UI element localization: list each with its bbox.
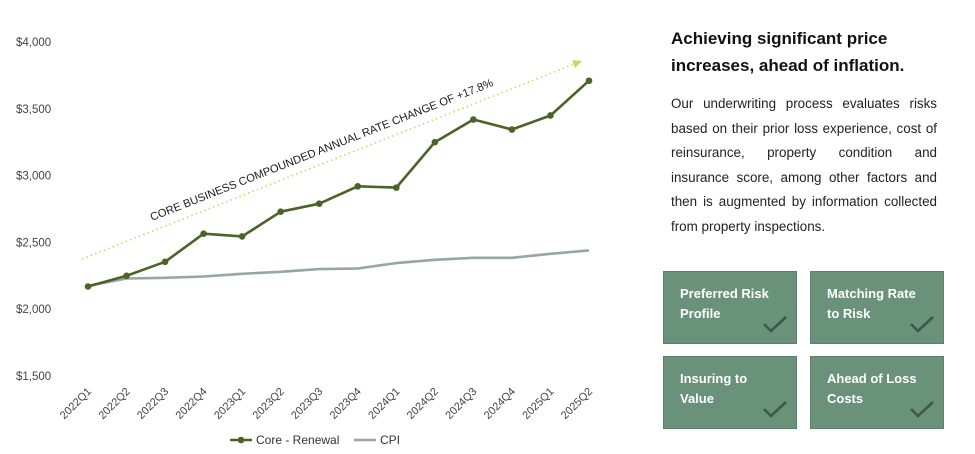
y-tick-label: $2,500 bbox=[16, 237, 51, 249]
x-tick-label: 2024Q3 bbox=[443, 386, 479, 422]
tile-ahead-of-loss-costs: Ahead of Loss Costs bbox=[810, 356, 944, 429]
legend-label: Core - Renewal bbox=[256, 433, 339, 447]
legend-marker bbox=[237, 436, 245, 444]
x-tick-label: 2022Q4 bbox=[174, 386, 210, 422]
tile-insuring-to-value: Insuring to Value bbox=[663, 356, 797, 429]
data-point bbox=[277, 208, 284, 215]
checkmark-icon bbox=[763, 401, 787, 418]
data-point bbox=[238, 233, 246, 240]
checkmark-icon bbox=[910, 316, 934, 333]
tile-label: Preferred Risk Profile bbox=[680, 286, 769, 321]
y-tick-label: $1,500 bbox=[16, 371, 51, 383]
x-tick-label: 2022Q3 bbox=[135, 386, 171, 422]
chart-panel: $1,500 $2,000 $2,500 $3,000 $3,500 $4,000 2022… bbox=[16, 37, 596, 447]
x-tick-label: 2023Q1 bbox=[212, 386, 248, 422]
x-tick-label: 2024Q1 bbox=[366, 386, 402, 422]
headline: Achieving significant price increases, a… bbox=[671, 29, 905, 75]
data-point bbox=[123, 272, 130, 280]
y-tick-label: $3,500 bbox=[16, 104, 51, 116]
x-tick-label: 2022Q1 bbox=[58, 386, 94, 422]
data-point bbox=[84, 283, 92, 290]
trend-arrow-head bbox=[572, 60, 582, 68]
info-panel: Achieving significant price increases, a… bbox=[655, 0, 975, 454]
data-point bbox=[393, 184, 400, 191]
x-tick-label: 2023Q4 bbox=[328, 386, 364, 422]
y-tick-label: $3,000 bbox=[16, 171, 51, 183]
data-point bbox=[547, 112, 554, 119]
description-text: Our underwriting process evaluates risks… bbox=[671, 96, 937, 234]
data-point bbox=[200, 230, 207, 238]
checkmark-icon bbox=[910, 401, 934, 418]
x-tick-label: 2024Q2 bbox=[405, 386, 441, 422]
tile-label: Insuring to Value bbox=[680, 371, 748, 406]
x-tick-label: 2023Q2 bbox=[251, 386, 287, 422]
data-point bbox=[470, 116, 477, 123]
trend-arrow-line bbox=[81, 62, 577, 260]
line-chart: $1,500 $2,000 $2,500 $3,000 $3,500 $4,000 2022… bbox=[16, 37, 595, 447]
series-line bbox=[87, 79, 590, 288]
data-point bbox=[431, 138, 439, 146]
x-tick-label: 2025Q2 bbox=[559, 386, 595, 422]
tile-matching-rate-to-risk: Matching Rate to Risk bbox=[810, 271, 944, 344]
data-point bbox=[315, 200, 323, 207]
data-point bbox=[354, 182, 362, 190]
x-tick-label: 2022Q2 bbox=[96, 386, 132, 422]
checkmark-icon bbox=[763, 316, 787, 333]
legend-label: CPI bbox=[380, 433, 400, 447]
y-tick-label: $2,000 bbox=[16, 304, 51, 316]
tile-label: Matching Rate to Risk bbox=[827, 286, 916, 321]
x-tick-label: 2024Q4 bbox=[482, 386, 518, 422]
tile-label: Ahead of Loss Costs bbox=[827, 371, 917, 406]
series-line bbox=[87, 249, 590, 288]
data-point bbox=[508, 126, 516, 133]
tile-preferred-risk-profile: Preferred Risk Profile bbox=[663, 271, 797, 344]
data-point bbox=[161, 258, 169, 266]
y-tick-label: $4,000 bbox=[16, 37, 51, 49]
x-tick-label: 2023Q3 bbox=[289, 386, 325, 422]
data-point bbox=[585, 77, 593, 85]
x-tick-label: 2025Q1 bbox=[520, 386, 556, 422]
